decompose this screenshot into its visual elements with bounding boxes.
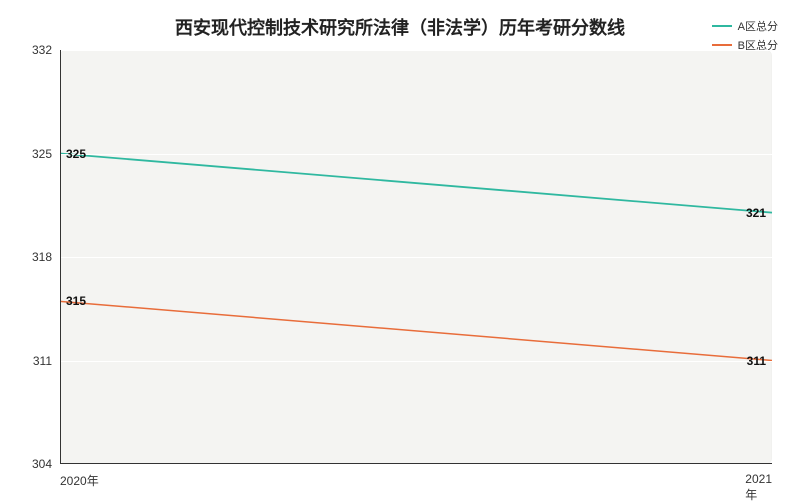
- x-axis-line: [60, 463, 772, 464]
- gridline: [60, 50, 772, 51]
- gridline: [60, 257, 772, 258]
- chart-title: 西安现代控制技术研究所法律（非法学）历年考研分数线: [0, 14, 800, 40]
- series-line: [60, 154, 772, 213]
- legend-swatch-a: [712, 25, 732, 27]
- y-tick-label: 318: [32, 250, 60, 264]
- data-point-label: 321: [746, 206, 766, 220]
- y-tick-label: 311: [33, 354, 60, 368]
- gridline: [60, 154, 772, 155]
- legend-item: A区总分: [712, 18, 778, 34]
- data-point-label: 325: [66, 147, 86, 161]
- gridline: [60, 464, 772, 465]
- y-axis-line: [60, 50, 61, 464]
- data-point-label: 311: [747, 354, 766, 368]
- data-point-label: 315: [66, 294, 86, 308]
- legend-swatch-b: [712, 44, 732, 46]
- x-tick-label: 2021年: [745, 464, 772, 503]
- y-tick-label: 304: [32, 457, 60, 471]
- plot-area: 3043113183253322020年2021年325321315311: [60, 50, 772, 464]
- chart-container: 西安现代控制技术研究所法律（非法学）历年考研分数线 A区总分 B区总分 3043…: [0, 0, 800, 500]
- gridline: [60, 361, 772, 362]
- y-tick-label: 325: [32, 147, 60, 161]
- x-tick-label: 2020年: [60, 464, 99, 489]
- series-line: [60, 301, 772, 360]
- legend-label: A区总分: [738, 18, 778, 34]
- y-tick-label: 332: [32, 43, 60, 57]
